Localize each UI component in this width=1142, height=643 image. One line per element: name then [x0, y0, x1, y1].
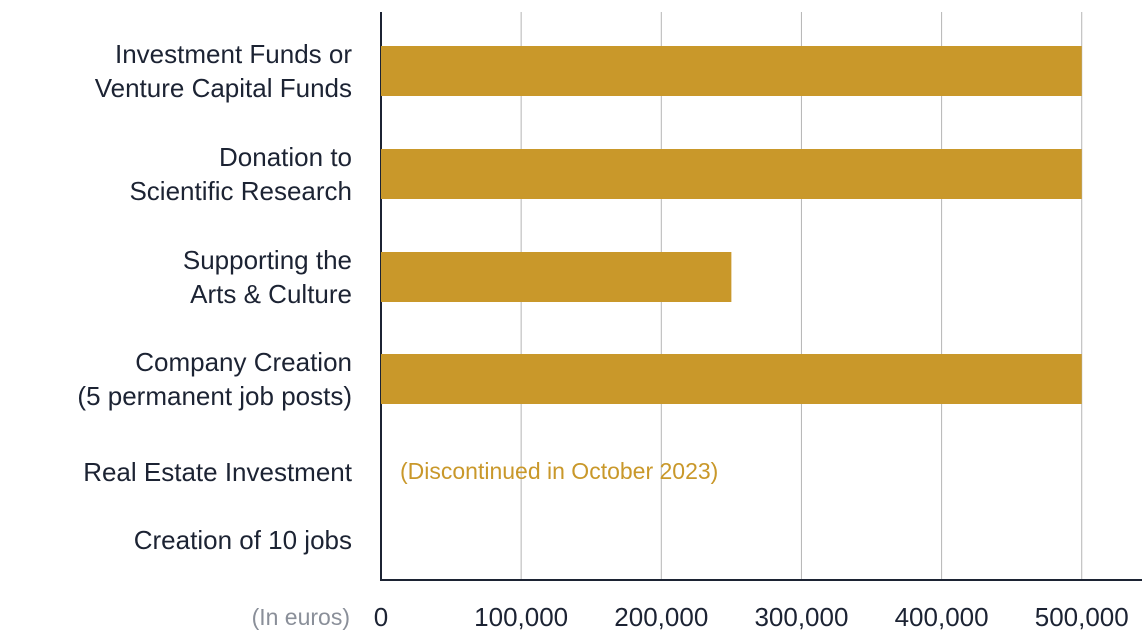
y-tick-label: Supporting the Arts & Culture	[182, 245, 352, 309]
x-tick-label: 200,000	[614, 602, 709, 632]
bar	[381, 252, 732, 302]
x-tick-label: 0	[373, 602, 389, 632]
bar	[381, 46, 1082, 96]
x-tick-label: 100,000	[474, 602, 569, 632]
x-axis-label: (In euros)	[251, 604, 350, 630]
bar	[381, 149, 1082, 199]
annotation: (Discontinued in October 2023)	[400, 458, 719, 484]
y-tick-label: Donation to Scientific Research	[129, 142, 352, 206]
x-tick-label: 300,000	[754, 602, 849, 632]
bar	[381, 354, 1082, 404]
y-tick-label: Investment Funds or Venture Capital Fund…	[94, 39, 352, 103]
x-tick-label: 500,000	[1034, 602, 1129, 632]
y-tick-label: Creation of 10 jobs	[133, 525, 352, 555]
y-tick-label: Real Estate Investment	[83, 457, 352, 487]
x-tick-label: 400,000	[894, 602, 989, 632]
y-tick-label: Company Creation (5 permanent job posts)	[77, 347, 352, 411]
